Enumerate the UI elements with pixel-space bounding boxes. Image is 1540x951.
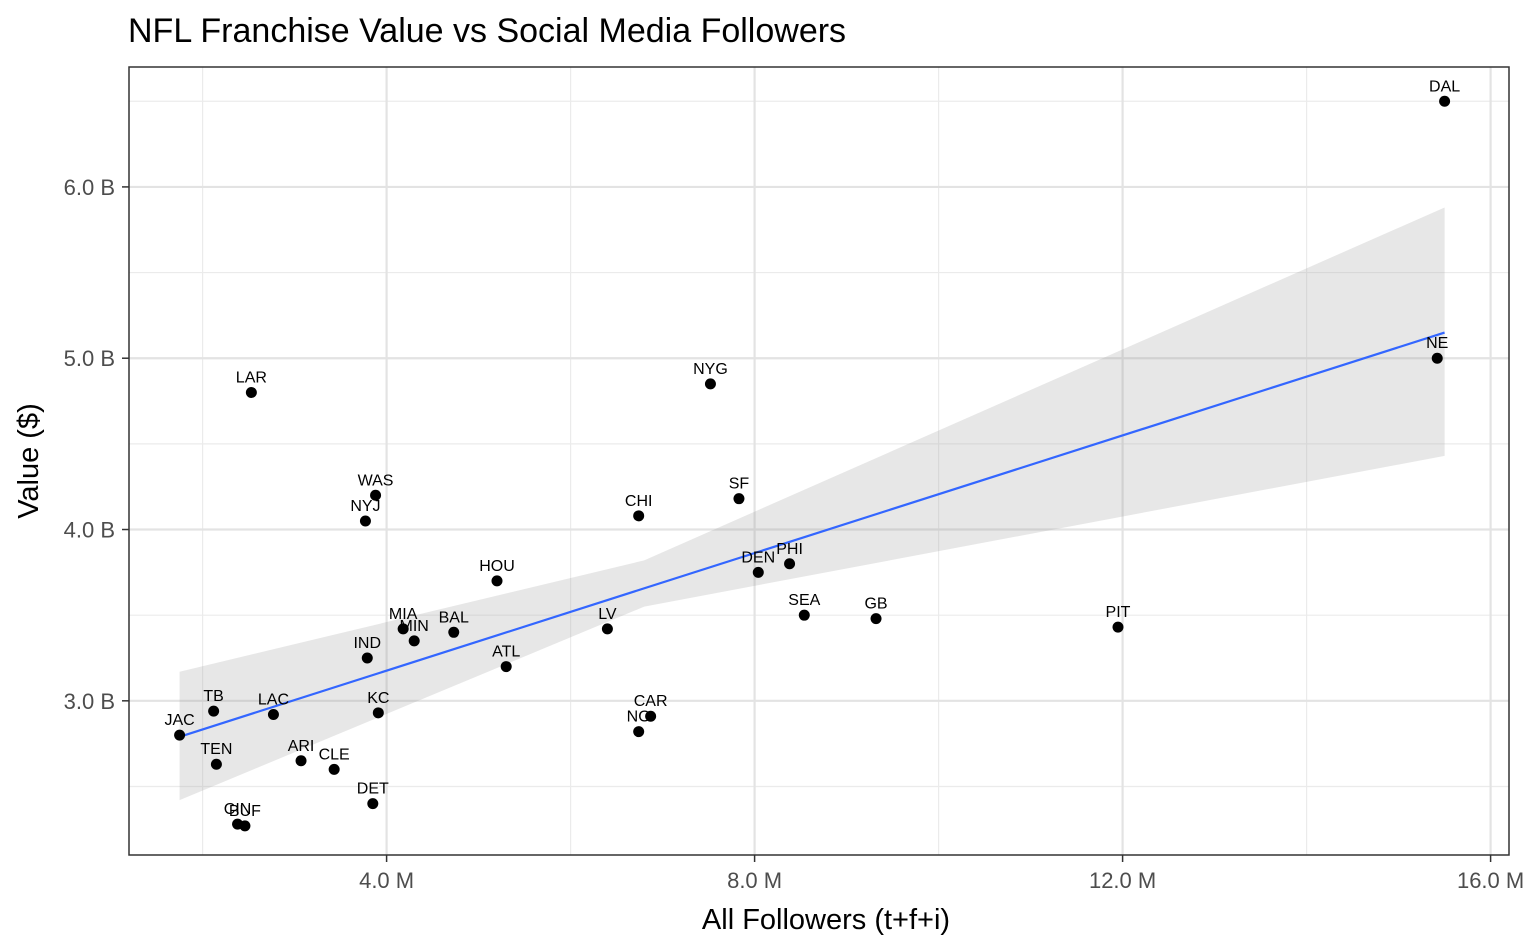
confidence-band-area: [179, 207, 1445, 801]
point-label-cle: CLE: [319, 746, 350, 763]
data-point-cle: [328, 763, 340, 775]
data-point-chi: [633, 510, 645, 522]
x-axis-title: All Followers (t+f+i): [702, 904, 950, 936]
point-label-kc: KC: [367, 690, 389, 707]
data-point-mia: [397, 623, 409, 635]
data-point-ten: [210, 758, 222, 770]
data-point-car: [645, 710, 657, 722]
point-label-lac: LAC: [258, 692, 289, 709]
point-label-nyj: NYJ: [350, 498, 380, 515]
data-point-bal: [448, 626, 460, 638]
data-point-ne: [1431, 352, 1443, 364]
data-point-den: [752, 566, 764, 578]
data-point-nyg: [704, 378, 716, 390]
point-label-hou: HOU: [479, 558, 515, 575]
point-label-was: WAS: [358, 472, 394, 489]
x-tick-label: 12.0 M: [1089, 868, 1156, 893]
y-tick-label: 3.0 B: [64, 689, 115, 714]
point-label-lv: LV: [598, 606, 617, 623]
trend-line: [179, 331, 1445, 738]
point-label-jac: JAC: [164, 712, 194, 729]
y-tick-label: 4.0 B: [64, 518, 115, 543]
point-label-tb: TB: [203, 688, 223, 705]
data-point-tb: [208, 705, 220, 717]
data-point-jac: [174, 729, 186, 741]
x-tick-label: 8.0 M: [727, 868, 782, 893]
point-label-ten: TEN: [200, 741, 232, 758]
data-point-buf: [239, 820, 251, 832]
point-label-bal: BAL: [439, 609, 469, 626]
point-label-ari: ARI: [288, 738, 315, 755]
data-point-ari: [295, 755, 307, 767]
point-label-sf: SF: [729, 476, 750, 493]
y-tick-label: 5.0 B: [64, 346, 115, 371]
data-point-hou: [491, 575, 503, 587]
point-label-gb: GB: [864, 596, 887, 613]
point-label-phi: PHI: [776, 541, 803, 558]
y-axis-title: Value ($): [13, 403, 45, 519]
confidence-band: [179, 207, 1445, 801]
point-label-min: MIN: [400, 618, 429, 635]
point-label-cin: CIN: [224, 801, 252, 818]
minor-gridlines: [129, 67, 1509, 855]
point-label-atl: ATL: [492, 644, 520, 661]
major-gridlines: [129, 67, 1509, 855]
data-points: [174, 95, 1451, 832]
plot-panel: [129, 67, 1509, 855]
chart-title: NFL Franchise Value vs Social Media Foll…: [128, 12, 846, 50]
data-point-no: [633, 726, 645, 738]
data-point-min: [408, 635, 420, 647]
data-point-det: [367, 798, 379, 810]
data-point-dal: [1439, 95, 1451, 107]
data-point-pit: [1112, 621, 1124, 633]
point-label-lar: LAR: [236, 369, 267, 386]
x-tick-label: 4.0 M: [359, 868, 414, 893]
point-label-dal: DAL: [1429, 78, 1460, 95]
data-point-sea: [798, 609, 810, 621]
point-label-no: NO: [627, 709, 651, 726]
point-label-ne: NE: [1426, 335, 1448, 352]
point-label-nyg: NYG: [693, 361, 728, 378]
data-point-atl: [500, 661, 512, 673]
point-label-chi: CHI: [625, 493, 653, 510]
data-point-ind: [361, 652, 373, 664]
data-point-lac: [267, 709, 279, 721]
data-point-lv: [601, 623, 613, 635]
point-label-ind: IND: [353, 635, 381, 652]
point-label-mia: MIA: [389, 606, 418, 623]
data-point-gb: [870, 613, 882, 625]
data-point-lar: [245, 386, 257, 398]
data-point-kc: [372, 707, 384, 719]
x-tick-label: 16.0 M: [1457, 868, 1524, 893]
point-label-det: DET: [357, 781, 389, 798]
point-label-sea: SEA: [788, 592, 820, 609]
plot-border: [128, 66, 1510, 856]
trend-line-layer: [179, 331, 1445, 738]
data-point-sf: [733, 493, 745, 505]
data-point-was: [370, 489, 382, 501]
y-axis-ticks: 3.0 B 4.0 B 5.0 B 6.0 B: [64, 175, 129, 714]
x-axis-ticks: 4.0 M 8.0 M 12.0 M 16.0 M: [359, 855, 1524, 893]
data-point-phi: [784, 558, 796, 570]
point-label-buf: BUF: [229, 803, 261, 820]
y-tick-label: 6.0 B: [64, 175, 115, 200]
point-label-pit: PIT: [1106, 604, 1131, 621]
point-label-car: CAR: [634, 693, 668, 710]
data-point-nyj: [359, 515, 371, 527]
point-label-den: DEN: [741, 549, 775, 566]
